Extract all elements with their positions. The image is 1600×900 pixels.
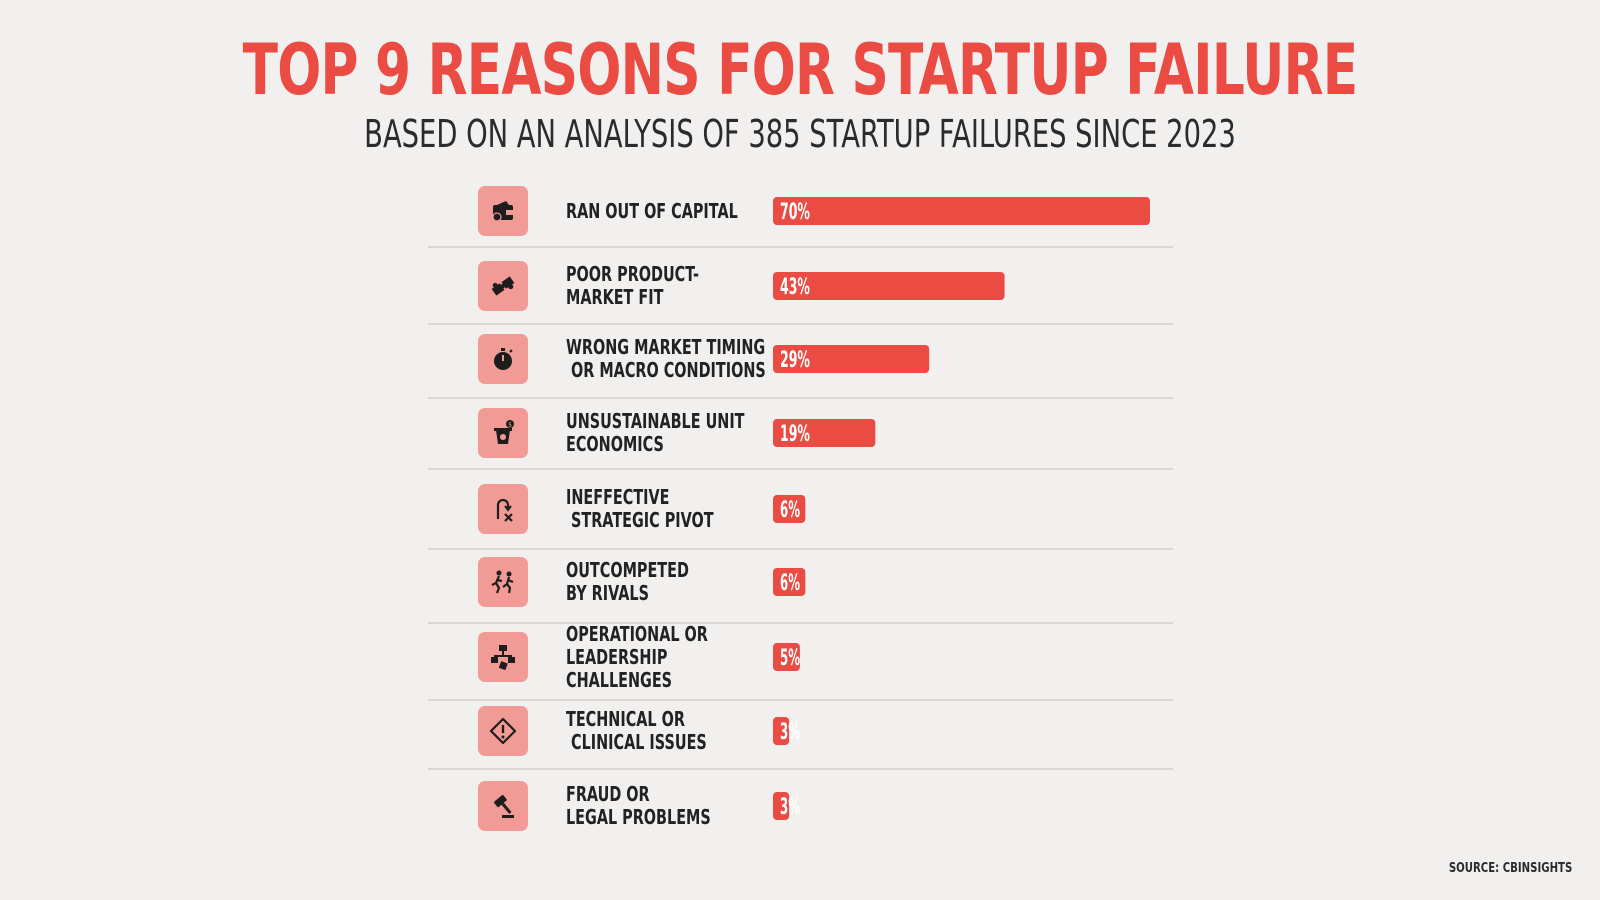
bar-value-label: 43% bbox=[780, 275, 810, 300]
row-divider bbox=[428, 548, 1173, 550]
reason-label: TECHNICAL OR CLINICAL ISSUES bbox=[566, 707, 707, 754]
reason-label: FRAUD OR LEGAL PROBLEMS bbox=[566, 782, 711, 829]
bar-value-label: 3% bbox=[780, 795, 800, 820]
gavel-icon bbox=[478, 781, 528, 831]
reason-label: RAN OUT OF CAPITAL bbox=[566, 198, 738, 223]
reason-label: POOR PRODUCT- MARKET FIT bbox=[566, 262, 699, 309]
source-note: SOURCE: CBINSIGHTS bbox=[1448, 861, 1572, 876]
reason-row: $ UNSUSTAINABLE UNIT ECONOMICS bbox=[428, 403, 1173, 463]
bar bbox=[773, 345, 930, 373]
pivot-arrow-icon bbox=[478, 484, 528, 534]
row-divider bbox=[428, 468, 1173, 470]
bar-value-label: 6% bbox=[780, 571, 800, 596]
svg-text:$: $ bbox=[508, 422, 512, 429]
row-divider bbox=[428, 622, 1173, 624]
reason-row: POOR PRODUCT- MARKET FIT bbox=[428, 256, 1173, 316]
row-divider bbox=[428, 768, 1173, 770]
bar-value-label: 19% bbox=[780, 422, 810, 447]
reason-row: INEFFECTIVE STRATEGIC PIVOT bbox=[428, 479, 1173, 539]
bar bbox=[773, 272, 1005, 300]
bar-value-label: 5% bbox=[780, 646, 800, 671]
org-chart-icon bbox=[478, 632, 528, 682]
row-divider bbox=[428, 323, 1173, 325]
runners-icon bbox=[478, 557, 528, 607]
reason-row: WRONG MARKET TIMING OR MACRO CONDITIONS bbox=[428, 329, 1173, 389]
puzzle-icon bbox=[478, 261, 528, 311]
bar bbox=[773, 495, 806, 523]
stopwatch-icon bbox=[478, 334, 528, 384]
bar bbox=[773, 792, 790, 820]
reason-row: OUTCOMPETED BY RIVALS bbox=[428, 552, 1173, 612]
money-bag-icon: $ bbox=[478, 408, 528, 458]
bar-value-label: 70% bbox=[780, 200, 810, 225]
wallet-icon bbox=[478, 186, 528, 236]
reason-label: OPERATIONAL OR LEADERSHIP CHALLENGES bbox=[566, 621, 708, 692]
row-divider bbox=[428, 699, 1173, 701]
bar-value-label: 6% bbox=[780, 498, 800, 523]
row-divider bbox=[428, 246, 1173, 248]
bar bbox=[773, 717, 790, 745]
bar bbox=[773, 197, 1150, 225]
reason-row: RAN OUT OF CAPITAL bbox=[428, 181, 1173, 241]
reason-row: TECHNICAL OR CLINICAL ISSUES bbox=[428, 701, 1173, 761]
bar-value-label: 29% bbox=[780, 348, 810, 373]
reason-label: WRONG MARKET TIMING OR MACRO CONDITIONS bbox=[566, 335, 766, 382]
reason-row: OPERATIONAL OR LEADERSHIP CHALLENGES bbox=[428, 622, 1173, 691]
chart-subtitle: BASED ON AN ANALYSIS OF 385 STARTUP FAIL… bbox=[364, 112, 1236, 156]
row-divider bbox=[428, 397, 1173, 399]
reason-label: OUTCOMPETED BY RIVALS bbox=[566, 558, 689, 605]
bar bbox=[773, 643, 800, 671]
bar-value-label: 3% bbox=[780, 720, 800, 745]
warning-diamond-icon bbox=[478, 706, 528, 756]
chart-title: TOP 9 REASONS FOR STARTUP FAILURE bbox=[242, 29, 1358, 111]
bar bbox=[773, 568, 806, 596]
reason-label: INEFFECTIVE STRATEGIC PIVOT bbox=[566, 485, 714, 532]
bar bbox=[773, 419, 876, 447]
reason-row: FRAUD OR LEGAL PROBLEMS bbox=[428, 776, 1173, 836]
reason-label: UNSUSTAINABLE UNIT ECONOMICS bbox=[566, 409, 745, 456]
